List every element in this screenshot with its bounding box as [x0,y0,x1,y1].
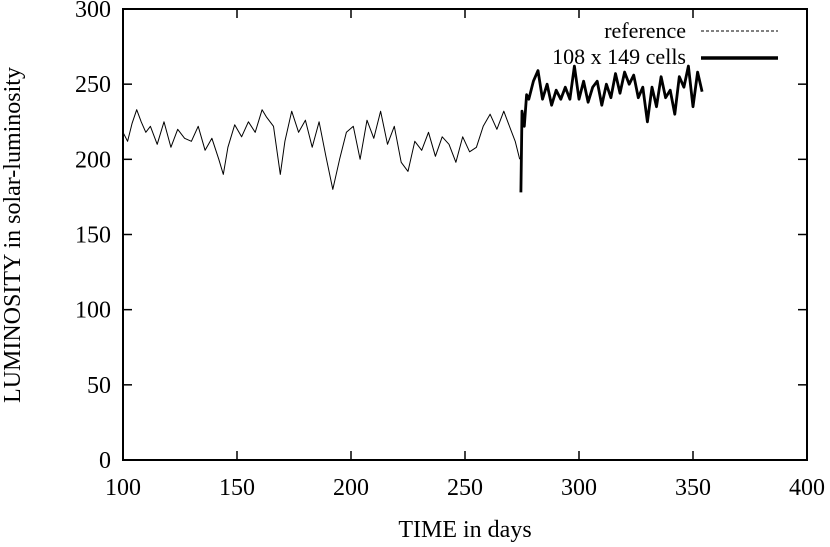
y-tick-label: 150 [75,223,111,249]
legend-label-cells: 108 x 149 cells [552,44,686,69]
y-tick-label: 200 [75,147,111,173]
x-tick-label: 400 [789,475,825,501]
x-axis-title: TIME in days [398,517,531,543]
series-layer [122,64,704,193]
x-tick-label: 350 [675,475,711,501]
y-tick-label: 250 [75,72,111,98]
legend-label-reference: reference [604,18,686,43]
x-tick-label: 200 [333,475,369,501]
x-tick-label: 300 [561,475,597,501]
y-axis-title: LUMINOSITY in solar-luminosity [0,67,26,403]
x-tick-label: 250 [447,475,483,501]
plot-frame [122,8,808,461]
y-tick-label: 100 [75,298,111,324]
series-line-cells [519,64,704,193]
y-tick-label: 50 [87,373,111,399]
legend: reference 108 x 149 cells [552,18,778,69]
x-tick-label: 150 [219,475,255,501]
y-tick-label: 300 [75,0,111,23]
x-tick-label: 100 [105,475,141,501]
y-tick-label: 0 [99,448,111,474]
series-line-reference [122,109,521,190]
axis-ticks: 100 150 200 250 300 350 400 0 50 100 150 200 250 300 [75,0,825,501]
